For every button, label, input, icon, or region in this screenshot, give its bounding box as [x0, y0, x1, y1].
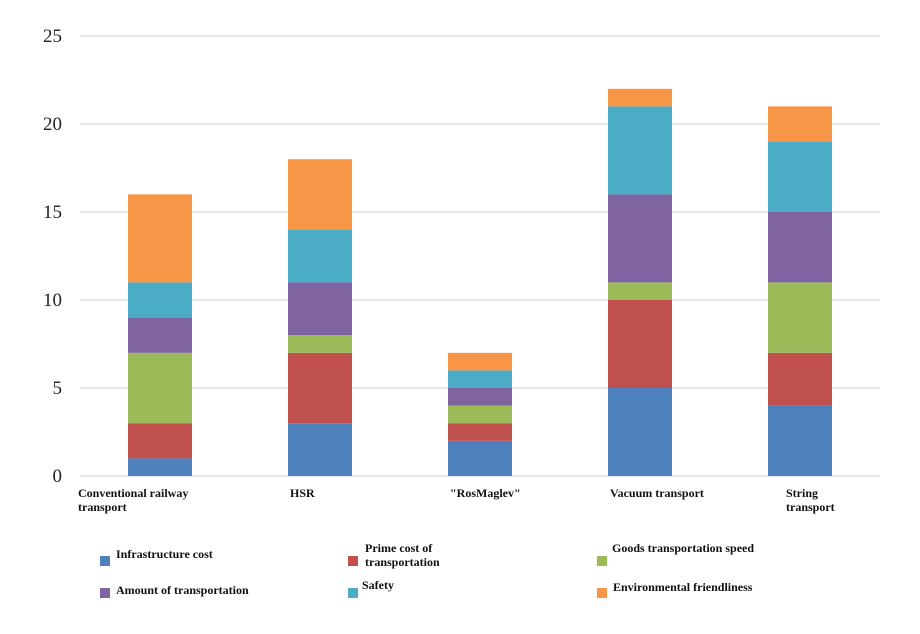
- x-category-label-line: Vacuum transport: [610, 486, 704, 500]
- y-tick-label: 10: [43, 290, 62, 311]
- bar-stack: [128, 194, 192, 476]
- x-category-label-line: transport: [786, 500, 835, 514]
- bar-stack: [768, 106, 832, 476]
- bar-segment-amount-of-transportation: [448, 388, 512, 406]
- bar-segment-environmental-friendliness: [448, 352, 512, 371]
- bar-segment-environmental-friendliness: [128, 194, 192, 283]
- bar-segment-infrastructure-cost: [768, 405, 832, 476]
- bar-segment-amount-of-transportation: [768, 212, 832, 283]
- bar-segment-prime-cost-of-transportation: [608, 300, 672, 388]
- bar-segment-goods-transportation-speed: [768, 282, 832, 353]
- y-tick-label: 0: [53, 466, 63, 487]
- bar-segment-prime-cost-of-transportation: [288, 352, 352, 424]
- bar-segment-environmental-friendliness: [288, 159, 352, 230]
- x-category-label-line: String: [786, 486, 818, 500]
- bar-segment-safety: [608, 106, 672, 195]
- bar-segment-amount-of-transportation: [128, 317, 192, 353]
- bars: [128, 88, 832, 476]
- y-tick-label: 20: [43, 114, 62, 135]
- x-category-label-line: HSR: [290, 486, 315, 500]
- bar-segment-infrastructure-cost: [448, 440, 512, 476]
- x-category-label-line: transport: [78, 500, 127, 514]
- bar-segment-infrastructure-cost: [288, 423, 352, 476]
- x-category-label-line: "RosMaglev": [450, 486, 521, 500]
- x-category-label: Vacuum transport: [610, 486, 704, 500]
- bar-segment-safety: [288, 229, 352, 283]
- x-category-label: Conventional railway transport: [78, 486, 188, 514]
- x-category-label: HSR: [290, 486, 315, 500]
- bar-segment-environmental-friendliness: [608, 88, 672, 107]
- bar-segment-goods-transportation-speed: [288, 335, 352, 353]
- y-tick-label: 15: [43, 202, 62, 223]
- bar-segment-infrastructure-cost: [128, 458, 192, 476]
- bar-stack: [448, 352, 512, 476]
- bar-segment-amount-of-transportation: [288, 282, 352, 336]
- y-axis-ticks: 0 5 10 15 20 25: [43, 26, 62, 487]
- bar-stack: [288, 159, 352, 476]
- x-category-label-line: Conventional railway: [78, 486, 188, 500]
- bar-stack: [608, 88, 672, 476]
- x-category-label: "RosMaglev": [450, 486, 521, 500]
- bar-segment-prime-cost-of-transportation: [448, 423, 512, 441]
- x-category-label: String transport: [786, 486, 835, 514]
- y-tick-label: 25: [43, 26, 62, 47]
- bar-segment-safety: [768, 141, 832, 212]
- gridlines: [80, 35, 880, 477]
- bar-segment-goods-transportation-speed: [128, 352, 192, 424]
- bar-segment-infrastructure-cost: [608, 388, 672, 476]
- bar-segment-goods-transportation-speed: [448, 405, 512, 424]
- bar-segment-amount-of-transportation: [608, 194, 672, 283]
- bar-segment-goods-transportation-speed: [608, 282, 672, 300]
- bar-segment-safety: [448, 370, 512, 388]
- bar-segment-safety: [128, 282, 192, 318]
- y-tick-label: 5: [53, 378, 63, 399]
- bar-segment-prime-cost-of-transportation: [768, 352, 832, 406]
- bar-segment-prime-cost-of-transportation: [128, 423, 192, 459]
- bar-segment-environmental-friendliness: [768, 106, 832, 142]
